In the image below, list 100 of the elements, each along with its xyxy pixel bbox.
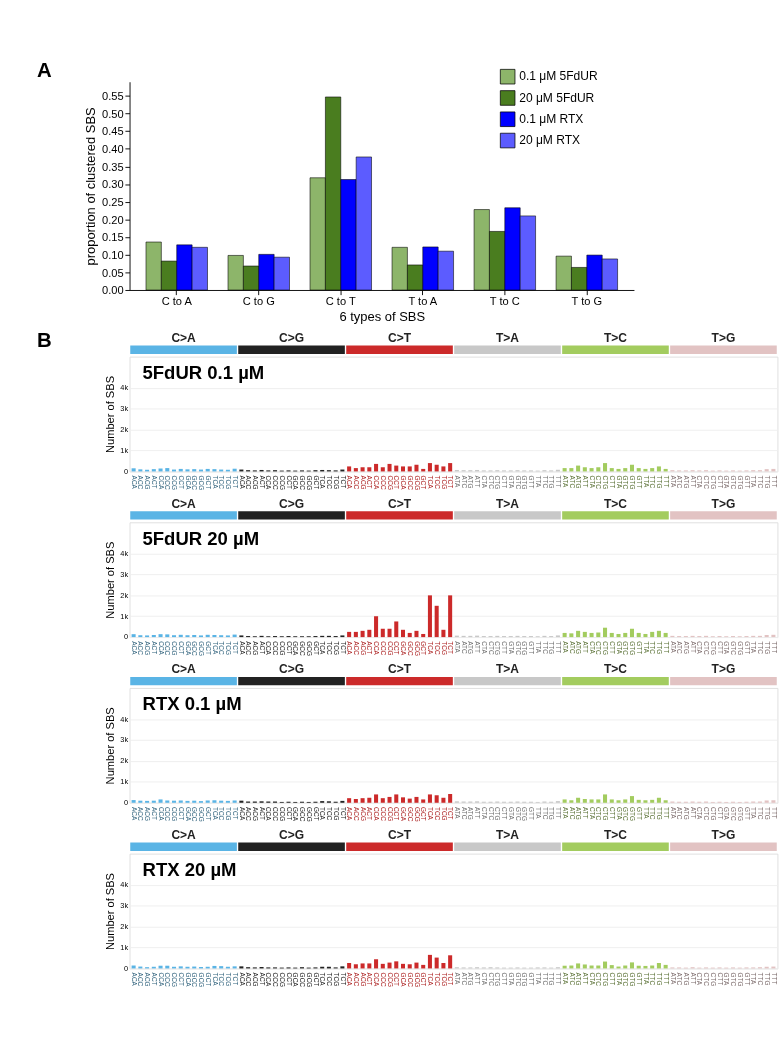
- bar: [353, 631, 358, 638]
- bar: [434, 957, 439, 969]
- bar: [448, 595, 453, 638]
- bar: [441, 629, 446, 638]
- y-tick-label: 4k: [120, 714, 129, 724]
- bar: [158, 799, 163, 803]
- bar: [663, 632, 668, 638]
- bar: [441, 797, 446, 803]
- y-tick-label: 0.40: [101, 143, 124, 155]
- text: C>T: [388, 662, 412, 677]
- bar: [172, 800, 177, 803]
- bar: [434, 605, 439, 638]
- bar: [374, 616, 379, 638]
- bar: [407, 964, 412, 969]
- bar: [165, 468, 170, 472]
- bar: [656, 466, 661, 472]
- bar: [448, 955, 453, 969]
- bar: [165, 800, 170, 803]
- bar: [643, 633, 648, 638]
- bar: [576, 963, 581, 969]
- bar: [367, 797, 372, 803]
- bar: [414, 630, 419, 638]
- bar: [589, 468, 594, 472]
- bar: [131, 634, 136, 638]
- y-tick-label: 0.25: [101, 195, 124, 208]
- text: C>A: [171, 330, 197, 345]
- y-tick-label: 4k: [120, 880, 129, 890]
- x-tick-label: C to T: [325, 295, 356, 308]
- y-tick-label: 3k: [120, 404, 129, 414]
- bar: [340, 966, 345, 969]
- bar: [131, 468, 136, 472]
- bar: [569, 633, 574, 638]
- bar: [650, 468, 655, 472]
- text: C>T: [388, 827, 412, 842]
- bar: [421, 799, 426, 803]
- y-tick-label: 0: [124, 466, 129, 476]
- bar: [205, 800, 210, 803]
- legend-label: 0.1 μM RTX: [519, 111, 584, 126]
- text: T>G: [711, 330, 736, 345]
- bar: [434, 795, 439, 803]
- y-tick-label: 0.30: [101, 178, 124, 191]
- bar: [609, 965, 614, 969]
- bar: [629, 962, 634, 969]
- bar: [360, 630, 365, 638]
- bar: [347, 631, 352, 638]
- bar: [165, 634, 170, 638]
- bar: [178, 966, 183, 969]
- bar: [629, 796, 634, 803]
- bar: [656, 630, 661, 638]
- bar: [603, 463, 608, 472]
- y-tick-label: 2k: [120, 922, 129, 932]
- bar: [589, 632, 594, 638]
- bar: [441, 466, 446, 472]
- text: T>G: [711, 496, 736, 511]
- y-tick-label: 0: [124, 632, 129, 642]
- y-tick-label: 4k: [120, 548, 129, 558]
- y-tick-label: 0.20: [101, 213, 124, 226]
- bar: [367, 963, 372, 969]
- bar: [360, 798, 365, 803]
- bar: [394, 961, 399, 969]
- bar: [185, 469, 190, 472]
- bar: [212, 635, 217, 638]
- y-tick-label: 3k: [120, 735, 129, 745]
- bar: [582, 799, 587, 803]
- text: T>A: [495, 662, 520, 677]
- y-tick-label: 3k: [120, 901, 129, 911]
- bar: [589, 799, 594, 803]
- bar: [360, 467, 365, 472]
- y-axis-title: Number of SBS: [103, 375, 116, 454]
- text: B: [37, 329, 52, 352]
- bar: [158, 634, 163, 638]
- y-tick-label: 1k: [120, 611, 129, 621]
- bar: [663, 800, 668, 803]
- text: T>G: [711, 827, 736, 842]
- bar: [609, 799, 614, 803]
- y-tick-label: 3k: [120, 569, 129, 579]
- bar: [400, 629, 406, 638]
- bar: [562, 468, 567, 472]
- bar: [387, 796, 392, 803]
- bar: [576, 630, 581, 638]
- bar: [427, 794, 432, 803]
- y-tick-label: 0: [124, 798, 129, 808]
- bar: [192, 800, 197, 803]
- bar: [138, 800, 143, 803]
- y-axis-title: proportion of clustered SBS: [83, 106, 99, 266]
- bar: [151, 800, 156, 803]
- text: C>A: [171, 496, 197, 511]
- bar: [347, 466, 352, 472]
- text: C>T: [388, 496, 412, 511]
- bar: [616, 468, 621, 472]
- bar: [219, 800, 224, 803]
- bar: [374, 794, 379, 803]
- bar: [374, 959, 379, 969]
- y-tick-label: 0: [124, 963, 129, 973]
- bar: [178, 800, 183, 803]
- bar: [650, 799, 655, 803]
- bar: [347, 798, 352, 803]
- text: C>A: [171, 827, 197, 842]
- bar: [347, 963, 352, 969]
- chart-title: 5FdUR 20 µM: [142, 527, 260, 549]
